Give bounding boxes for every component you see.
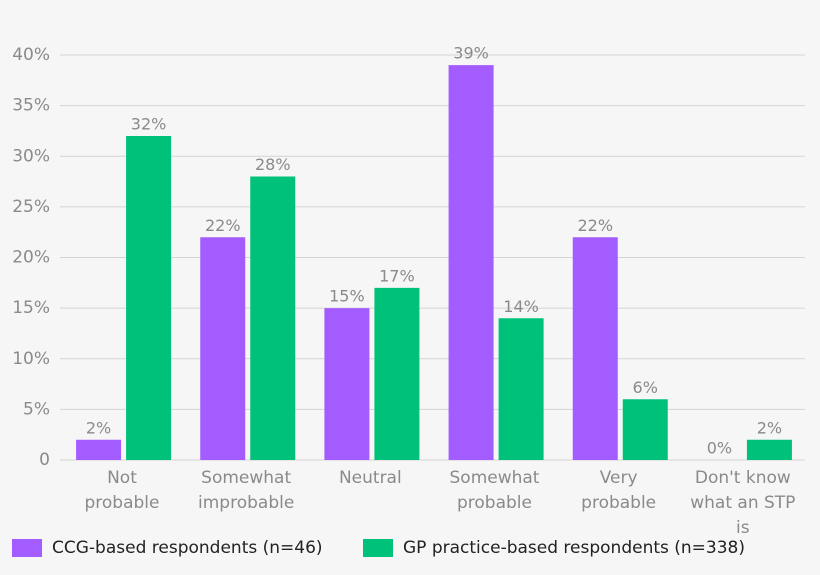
x-tick-label: Don't know what an STP is [690,468,796,538]
x-tick-label: Not probable [84,468,160,513]
bar [746,439,792,460]
value-label: 0% [707,439,732,458]
value-label: 15% [329,287,365,306]
bar [622,399,668,460]
value-label: 22% [577,216,613,235]
bar [324,308,370,460]
y-tick-label: 40% [12,45,50,65]
value-label: 28% [255,155,291,174]
value-label: 2% [757,418,782,437]
y-tick-label: 10% [12,349,50,369]
value-label: 6% [633,378,658,397]
legend-item: CCG-based respondents (n=46) [12,538,323,558]
x-tick-label: Somewhat improbable [198,468,295,513]
y-tick-label: 35% [12,96,50,116]
value-label: 2% [86,418,111,437]
bar [200,237,246,460]
y-tick-label: 0 [39,450,50,470]
bar [448,65,494,460]
bar [126,136,172,460]
x-tick-label: Very probable [581,468,657,513]
legend-swatch [12,539,42,557]
bar [250,176,296,460]
bar [572,237,618,460]
y-tick-label: 5% [23,399,50,419]
bar [76,439,122,460]
legend-item: GP practice-based respondents (n=338) [363,538,745,558]
y-tick-label: 30% [12,146,50,166]
y-tick-label: 20% [12,248,50,268]
value-label: 14% [503,297,539,316]
bar [374,287,420,460]
x-tick-label: Neutral [338,468,402,488]
value-label: 32% [131,115,167,134]
y-tick-label: 15% [12,298,50,318]
value-label: 22% [205,216,241,235]
legend-label: GP practice-based respondents (n=338) [403,538,746,558]
legend-label: CCG-based respondents (n=46) [52,538,323,558]
x-tick-label: Somewhat probable [449,468,540,513]
y-tick-label: 25% [12,197,50,217]
value-label: 17% [379,266,415,285]
value-label: 39% [453,44,489,63]
legend-swatch [363,539,393,557]
bar [498,318,544,460]
